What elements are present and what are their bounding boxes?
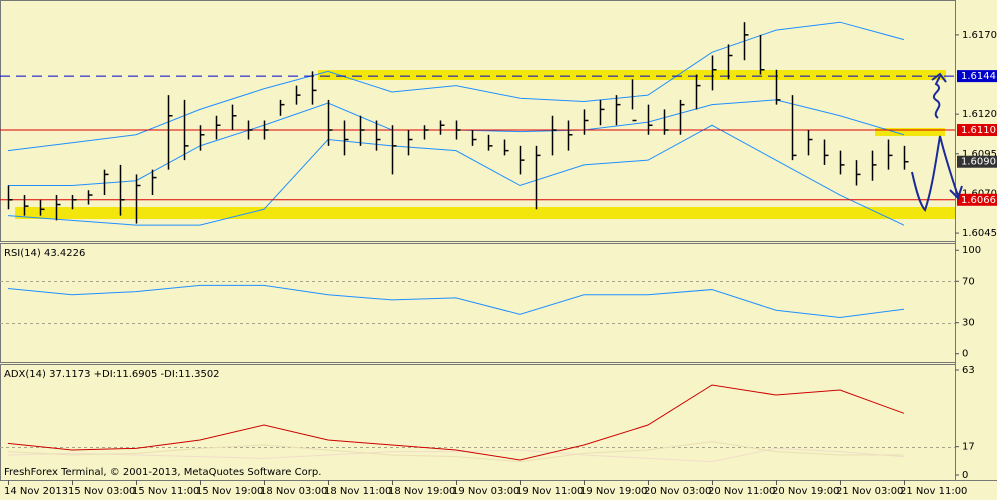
highlight-band [318, 70, 946, 80]
level-label: 1.6144 [961, 71, 996, 82]
x-tick-label: 15 Nov 03:00 [68, 486, 135, 497]
x-tick-label: 20 Nov 11:00 [708, 486, 775, 497]
pane-title: RSI(14) 43.4226 [4, 248, 85, 259]
y-tick-label: 1.6120 [962, 109, 997, 120]
highlight-band [15, 207, 955, 219]
band-line [7, 124, 905, 226]
level-box [957, 193, 997, 206]
x-tick-label: 19 Nov 11:00 [516, 486, 583, 497]
band-line [7, 21, 905, 152]
arrow-head [949, 185, 963, 200]
y-tick-label: 0 [962, 349, 968, 360]
y-tick-label: 100 [962, 245, 981, 256]
y-tick-label: 0 [962, 470, 968, 481]
series-line [7, 384, 905, 461]
level-box [957, 70, 997, 83]
x-tick-label: 15 Nov 11:00 [132, 486, 199, 497]
x-tick-label: 21 Nov 11:00 [900, 486, 967, 497]
y-tick-label: 30 [962, 318, 975, 329]
y-tick-label: 1.6095 [962, 149, 997, 160]
x-tick-label: 20 Nov 19:00 [772, 486, 839, 497]
y-tick-label: 63 [962, 365, 975, 376]
series-line [7, 447, 905, 463]
x-tick-label: 18 Nov 11:00 [324, 486, 391, 497]
level-label: 1.6090 [961, 157, 996, 168]
footer: FreshForex Terminal, © 2001-2013, MetaQu… [4, 467, 321, 478]
x-tick-label: 19 Nov 19:00 [580, 486, 647, 497]
highlight-band [875, 128, 945, 136]
x-tick-label: 15 Nov 19:00 [196, 486, 263, 497]
level-label: 1.6066 [961, 195, 996, 206]
arrow [933, 75, 941, 119]
x-tick-label: 18 Nov 03:00 [260, 486, 327, 497]
arrow-head [931, 72, 947, 83]
y-tick-label: 1.6170 [962, 30, 997, 41]
hand-arrows [911, 72, 963, 212]
pane-title: ADX(14) 37.1173 +DI:11.6905 -DI:11.3502 [4, 369, 220, 380]
level-label: 1.6110 [961, 125, 996, 136]
x-tick-label: 20 Nov 03:00 [644, 486, 711, 497]
series-line [7, 284, 905, 319]
x-tick-label: 19 Nov 03:00 [452, 486, 519, 497]
y-tick-label: 17 [962, 442, 975, 453]
arrow [911, 135, 959, 212]
x-tick-label: 14 Nov 2013 [4, 486, 68, 497]
level-box [957, 155, 997, 168]
annotations [15, 70, 955, 219]
x-tick-label: 21 Nov 03:00 [836, 486, 903, 497]
x-tick-label: 18 Nov 19:00 [388, 486, 455, 497]
y-tick-label: 70 [962, 276, 975, 287]
series-line [7, 441, 904, 463]
level-box [957, 124, 997, 137]
y-tick-label: 1.6045 [962, 228, 997, 239]
